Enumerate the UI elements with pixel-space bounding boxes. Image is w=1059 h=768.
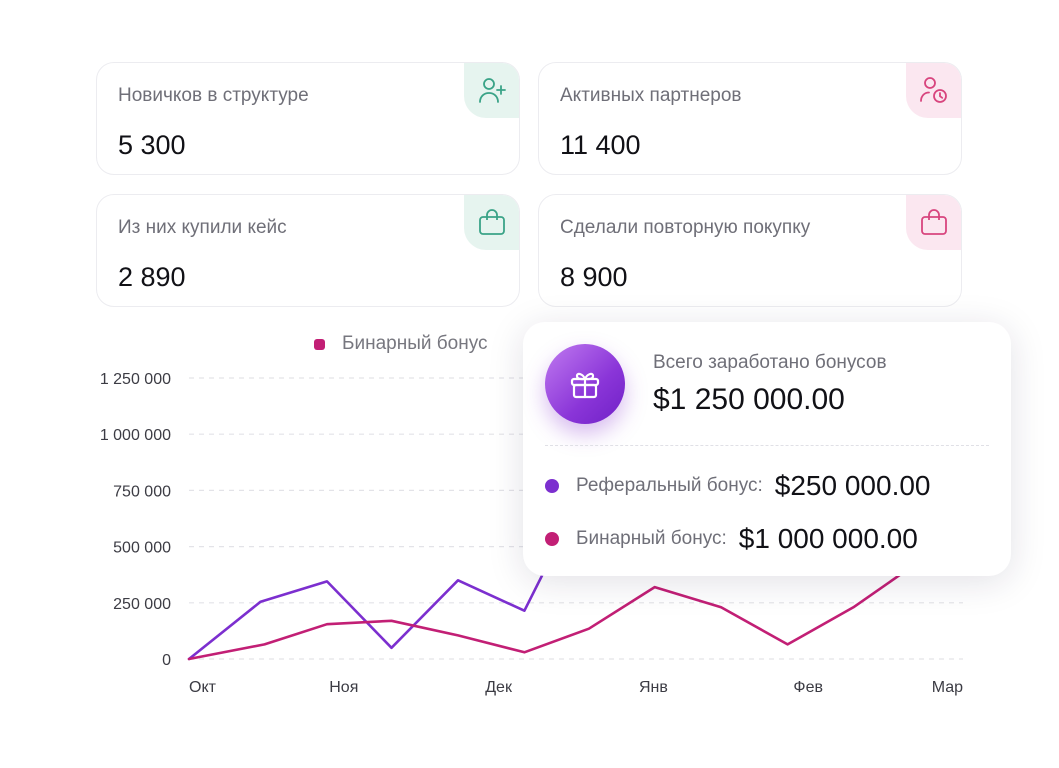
bonus-value: $250 000.00 (774, 470, 931, 501)
binary-bonus-row: Бинарный бонус: $1 000 000.00 (545, 523, 918, 555)
divider (545, 445, 989, 446)
y-tick-label: 1 000 000 (100, 427, 171, 444)
shopping-bag-icon (464, 195, 519, 250)
x-tick-label: Мар (932, 679, 963, 696)
summary-title: Всего заработано бонусов (653, 352, 887, 373)
user-plus-icon (464, 63, 519, 118)
bonus-label: Бинарный бонус: (576, 528, 727, 549)
x-tick-label: Фев (793, 679, 823, 696)
y-tick-label: 250 000 (113, 596, 171, 613)
referral-dot (545, 479, 559, 493)
kpi-card-newcomers: Новичков в структуре 5 300 (96, 62, 520, 175)
card-value: 2 890 (118, 262, 186, 292)
series-line-binary (187, 567, 910, 661)
bonus-value: $1 000 000.00 (738, 523, 918, 554)
card-label: Из них купили кейс (118, 217, 287, 238)
bonus-summary-card: Всего заработано бонусов $1 250 000.00 Р… (523, 322, 1011, 576)
kpi-card-repeat-purchase: Сделали повторную покупку 8 900 (538, 194, 962, 307)
legend-label: Бинарный бонус (342, 333, 488, 354)
legend-marker (314, 338, 325, 350)
x-tick-label: Янв (639, 679, 668, 696)
y-tick-label: 1 250 000 (100, 371, 171, 388)
referral-bonus-row: Реферальный бонус: $250 000.00 (545, 470, 931, 502)
kpi-card-bought-case: Из них купили кейс 2 890 (96, 194, 520, 307)
card-value: 5 300 (118, 130, 186, 160)
bonus-label: Реферальный бонус: (576, 475, 763, 496)
card-label: Активных партнеров (560, 85, 742, 106)
user-clock-icon (906, 63, 961, 118)
kpi-card-active-partners: Активных партнеров 11 400 (538, 62, 962, 175)
x-tick-label: Дек (485, 679, 513, 696)
y-tick-label: 500 000 (113, 540, 171, 557)
x-tick-label: Ноя (329, 679, 358, 696)
series-line-referral (187, 564, 549, 661)
x-tick-label: Окт (189, 679, 217, 696)
gift-icon (545, 344, 625, 424)
card-label: Сделали повторную покупку (560, 217, 811, 238)
y-tick-label: 0 (162, 652, 171, 669)
chart-legend: Бинарный бонус (314, 333, 487, 355)
shopping-bag-icon (906, 195, 961, 250)
card-label: Новичков в структуре (118, 85, 309, 106)
summary-total: $1 250 000.00 (653, 383, 845, 416)
y-tick-label: 750 000 (113, 483, 171, 500)
card-value: 8 900 (560, 262, 628, 292)
binary-dot (545, 532, 559, 546)
card-value: 11 400 (560, 130, 641, 160)
